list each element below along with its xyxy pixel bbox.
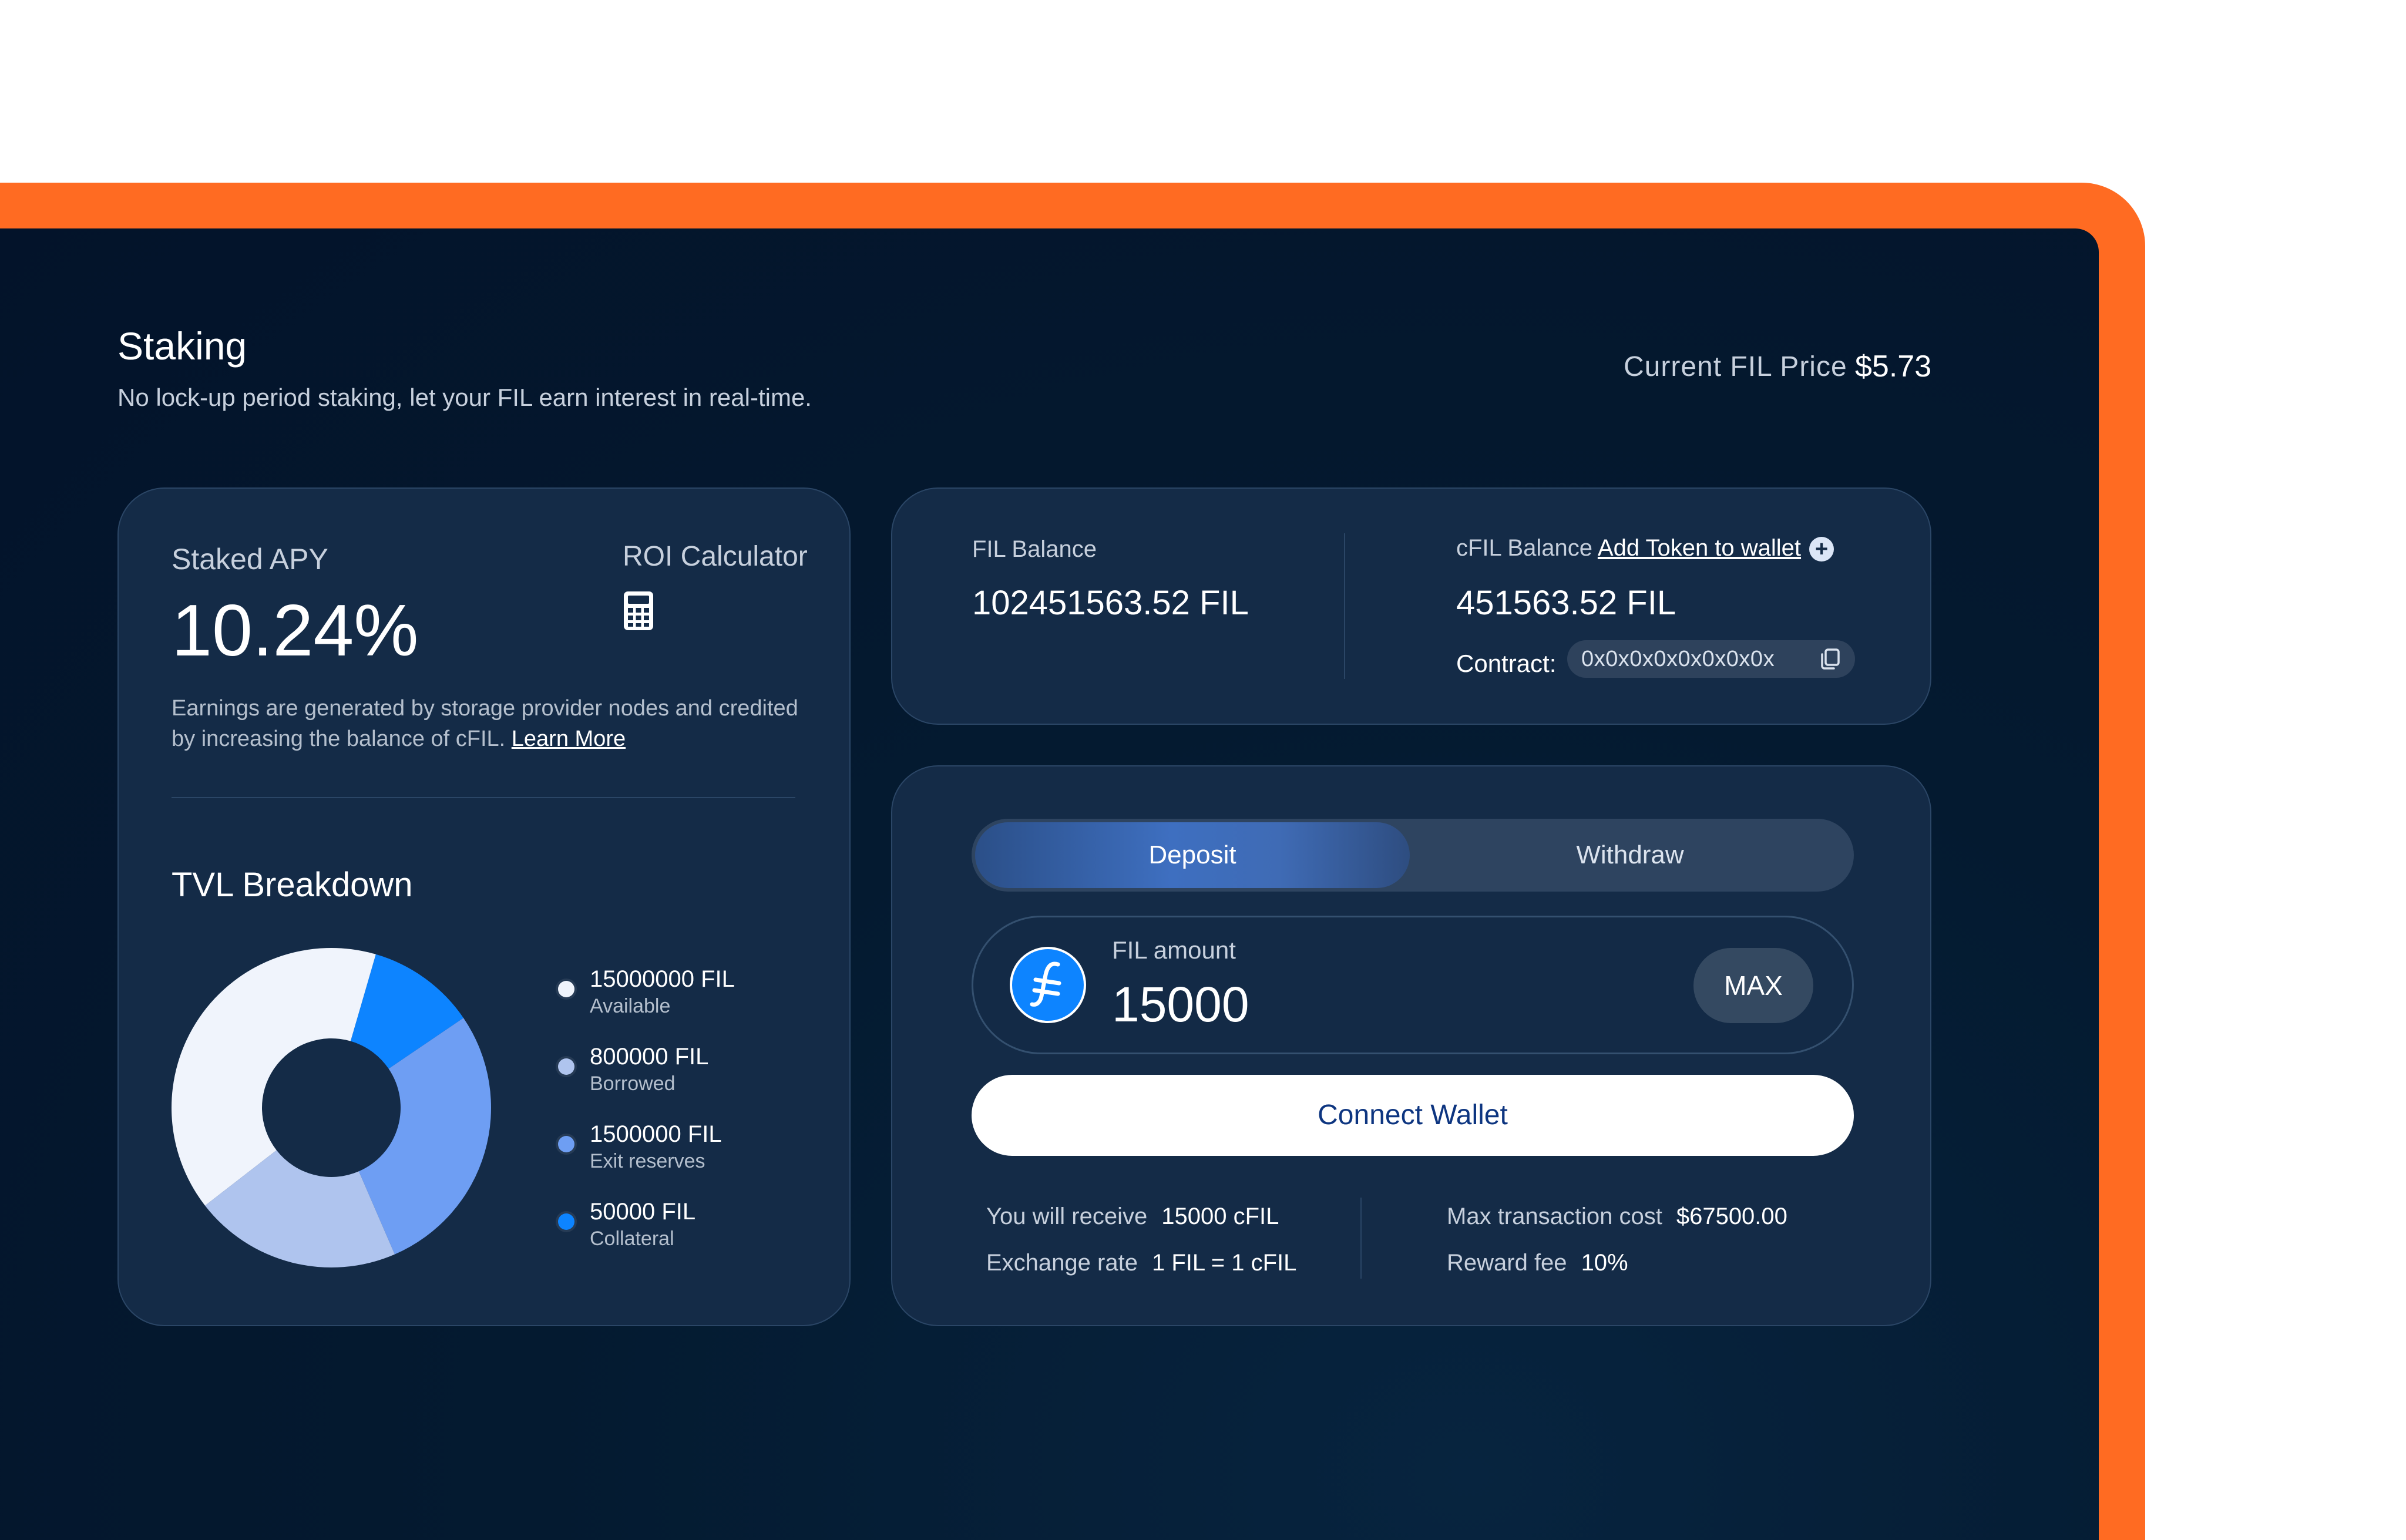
info-divider [1360, 1198, 1362, 1279]
fil-balance-value: 102451563.52 FIL [972, 584, 1249, 622]
legend-value: 15000000 FIL [590, 966, 735, 992]
contract-address: 0x0x0x0x0x0x0x0x [1581, 647, 1775, 671]
fil-price-label: Current FIL Price [1624, 351, 1847, 382]
donut-slice-exit-reserves [358, 1018, 491, 1255]
fil-price-value: $5.73 [1855, 349, 1932, 384]
exchange-rate-label: Exchange rate [986, 1250, 1138, 1276]
connect-wallet-button[interactable]: Connect Wallet [972, 1075, 1854, 1156]
tvl-donut-chart [172, 948, 491, 1267]
fil-amount-label: FIL amount [1112, 936, 1236, 964]
cfil-balance-value: 451563.52 FIL [1456, 584, 1676, 622]
app-screen: Staking No lock-up period staking, let y… [0, 228, 2099, 1540]
calculator-icon[interactable] [623, 590, 654, 631]
exchange-rate-row: Exchange rate 1 FIL = 1 cFIL [986, 1248, 1296, 1278]
earnings-text: Earnings are generated by storage provid… [172, 696, 798, 751]
roi-calculator-label[interactable]: ROI Calculator [623, 541, 808, 572]
donut-slice-borrowed [205, 1150, 395, 1267]
cfil-balance-label: cFIL Balance [1456, 535, 1592, 561]
donut-slice-available [172, 948, 376, 1206]
divider [172, 797, 795, 798]
legend-item-exit-reserves: 1500000 FIL Exit reserves [558, 1119, 828, 1197]
receive-row: You will receive 15000 cFIL [986, 1201, 1279, 1232]
legend-caption: Available [590, 995, 671, 1017]
balance-divider [1344, 533, 1345, 679]
max-button[interactable]: MAX [1693, 948, 1813, 1023]
earnings-description: Earnings are generated by storage provid… [172, 693, 806, 754]
tab-withdraw[interactable]: Withdraw [1576, 840, 1684, 869]
contract-label: Contract: [1456, 650, 1557, 677]
reward-fee-value: 10% [1581, 1250, 1628, 1276]
fil-balance-label: FIL Balance [972, 536, 1097, 562]
receive-label: You will receive [986, 1203, 1148, 1229]
legend-item-borrowed: 800000 FIL Borrowed [558, 1042, 828, 1119]
legend-caption: Collateral [590, 1228, 674, 1250]
fil-amount-field[interactable]: FIL amount 15000 MAX [972, 916, 1854, 1054]
legend-value: 1500000 FIL [590, 1121, 722, 1147]
legend-value: 50000 FIL [590, 1199, 696, 1225]
max-cost-row: Max transaction cost $67500.00 [1447, 1201, 1787, 1232]
tab-switcher: Deposit Withdraw [972, 819, 1854, 892]
donut-slice-collateral [350, 954, 463, 1069]
reward-fee-row: Reward fee 10% [1447, 1248, 1628, 1278]
tab-deposit[interactable]: Deposit [975, 822, 1410, 888]
tvl-title: TVL Breakdown [172, 866, 413, 904]
add-token-link[interactable]: Add Token to wallet [1597, 535, 1802, 561]
tvl-legend: 15000000 FIL Available 800000 FIL Borrow… [558, 964, 828, 1275]
fil-amount-input[interactable]: 15000 [1112, 977, 1249, 1032]
legend-dot [558, 981, 574, 997]
page-subtitle: No lock-up period staking, let your FIL … [117, 384, 812, 411]
contract-address-pill[interactable]: 0x0x0x0x0x0x0x0x [1567, 640, 1855, 678]
legend-caption: Borrowed [590, 1072, 676, 1095]
legend-item-collateral: 50000 FIL Collateral [558, 1197, 828, 1275]
balance-card: FIL Balance 102451563.52 FIL cFIL Balanc… [891, 487, 1931, 725]
page-title: Staking [117, 324, 247, 368]
copy-icon[interactable] [1819, 647, 1842, 671]
staked-apy-value: 10.24% [172, 590, 419, 671]
receive-value: 15000 cFIL [1161, 1203, 1279, 1229]
legend-value: 800000 FIL [590, 1044, 709, 1070]
apy-tvl-card: Staked APY 10.24% ROI Calculator Earning… [117, 487, 851, 1326]
filecoin-icon [1010, 947, 1086, 1023]
legend-dot [558, 1136, 574, 1152]
legend-dot [558, 1213, 574, 1230]
learn-more-link[interactable]: Learn More [511, 727, 626, 751]
legend-item-available: 15000000 FIL Available [558, 964, 828, 1042]
reward-fee-label: Reward fee [1447, 1250, 1567, 1276]
deposit-withdraw-card: Deposit Withdraw FIL amount 15000 MAX Co… [891, 765, 1931, 1326]
plus-circle-icon[interactable]: + [1809, 537, 1834, 562]
legend-caption: Exit reserves [590, 1150, 705, 1172]
exchange-rate-value: 1 FIL = 1 cFIL [1151, 1250, 1297, 1276]
cfil-balance-header: cFIL Balance Add Token to wallet + [1456, 533, 1834, 563]
staked-apy-label: Staked APY [172, 543, 328, 576]
legend-dot [558, 1058, 574, 1075]
max-cost-value: $67500.00 [1676, 1203, 1787, 1229]
max-cost-label: Max transaction cost [1447, 1203, 1662, 1229]
